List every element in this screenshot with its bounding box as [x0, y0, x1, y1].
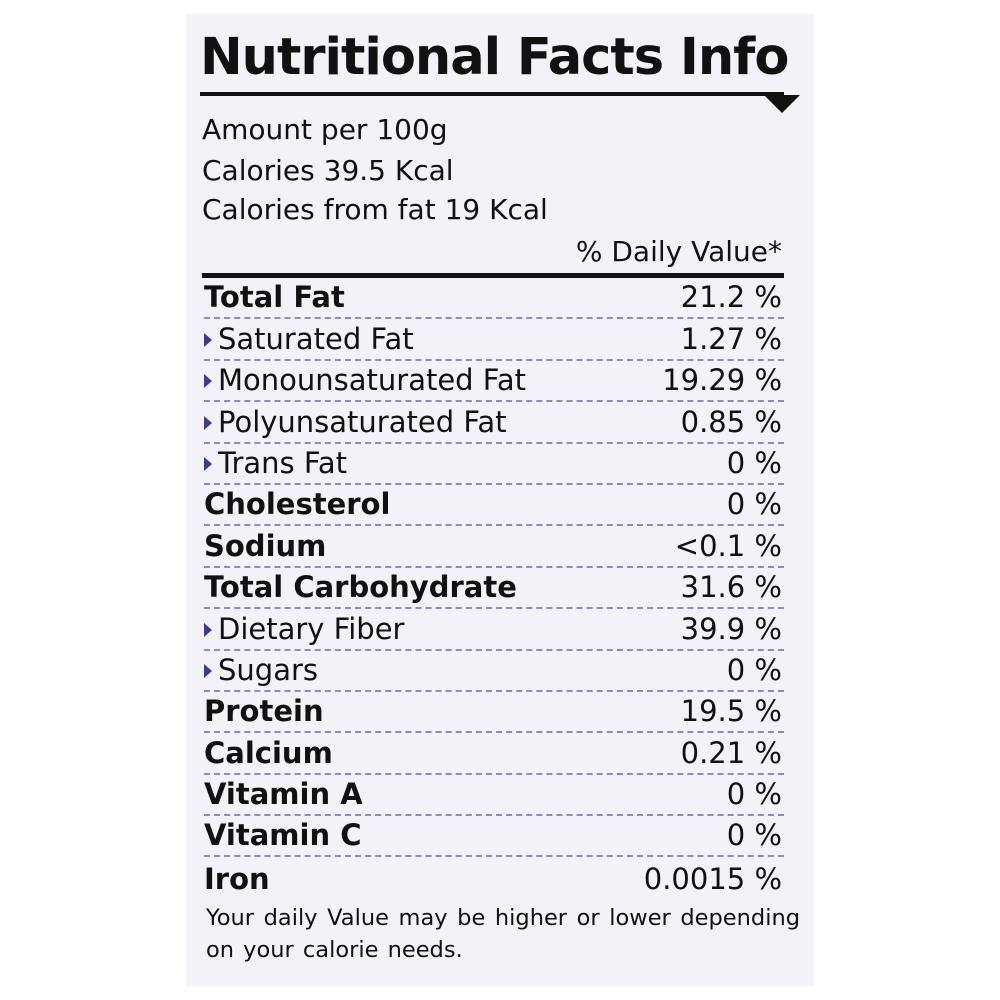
- nutrient-daily-value: 21.2 %: [680, 280, 782, 315]
- nutrient-name: Sugars: [204, 652, 318, 688]
- nutrient-name: Sodium: [204, 528, 326, 564]
- title-rule: [200, 92, 784, 96]
- nutrient-name: Dietary Fiber: [204, 611, 404, 647]
- nutrient-name: Polyunsaturated Fat: [204, 404, 507, 440]
- daily-value-rule: [202, 273, 784, 278]
- nutrient-daily-value: 0 %: [726, 487, 782, 522]
- nutrient-row: Total Fat 21.2 %: [204, 278, 784, 320]
- nutrient-name-text: Dietary Fiber: [218, 611, 405, 646]
- title-triangle-icon: [764, 95, 800, 113]
- nutrient-name-text: Vitamin A: [204, 777, 363, 812]
- nutrient-name-text: Sugars: [218, 652, 318, 687]
- nutrient-row: Vitamin A 0 %: [204, 775, 784, 817]
- bullet-arrow-icon: [204, 663, 212, 678]
- nutrient-row: Monounsaturated Fat 19.29 %: [204, 361, 784, 403]
- nutrient-row: Iron 0.0015 %: [204, 857, 784, 898]
- label-title: Nutritional Facts Info: [200, 28, 789, 87]
- nutrient-daily-value: 0 %: [726, 652, 782, 687]
- nutrient-row: Total Carbohydrate 31.6 %: [204, 568, 784, 610]
- nutrient-row: Vitamin C 0 %: [204, 816, 784, 858]
- nutrient-name-text: Total Fat: [204, 280, 345, 315]
- nutrient-name-text: Protein: [204, 694, 324, 729]
- nutrient-daily-value: 0.85 %: [680, 404, 782, 439]
- nutrient-daily-value: 0 %: [726, 445, 782, 480]
- nutrient-name-text: Polyunsaturated Fat: [218, 404, 507, 439]
- nutrient-name-text: Vitamin C: [204, 818, 362, 853]
- bullet-arrow-icon: [204, 332, 212, 347]
- nutrient-row: Sugars 0 %: [204, 651, 784, 692]
- calories-from-fat-line: Calories from fat 19 Kcal: [202, 193, 548, 226]
- amount-per-serving: Amount per 100g: [202, 113, 448, 146]
- bullet-arrow-icon: [204, 374, 212, 389]
- nutrient-name: Vitamin C: [204, 817, 362, 853]
- nutrient-row: Trans Fat 0 %: [204, 444, 784, 485]
- nutrient-daily-value: 19.29 %: [662, 363, 782, 398]
- bullet-arrow-icon: [204, 456, 212, 471]
- nutrient-name-text: Cholesterol: [204, 487, 391, 522]
- nutrient-daily-value: 0 %: [726, 777, 782, 812]
- nutrient-name: Total Carbohydrate: [204, 569, 517, 605]
- nutrient-row: Calcium 0.21 %: [204, 733, 784, 775]
- nutrient-name: Protein: [204, 693, 324, 729]
- nutrient-name: Trans Fat: [204, 445, 347, 481]
- nutrient-name: Monounsaturated Fat: [204, 362, 526, 398]
- nutrient-name-text: Saturated Fat: [218, 321, 414, 356]
- nutrient-row: Sodium <0.1 %: [204, 526, 784, 568]
- bullet-arrow-icon: [204, 415, 212, 430]
- nutrient-daily-value: 0.21 %: [680, 735, 782, 770]
- nutrient-name-text: Iron: [204, 861, 270, 896]
- nutrient-name-text: Total Carbohydrate: [204, 570, 517, 605]
- nutrient-name: Iron: [204, 861, 270, 897]
- nutrient-row: Saturated Fat 1.27 %: [204, 319, 784, 361]
- nutrient-name-text: Monounsaturated Fat: [218, 363, 526, 398]
- nutrient-row: Protein 19.5 %: [204, 692, 784, 734]
- nutrient-name: Total Fat: [204, 279, 345, 315]
- nutrient-name: Saturated Fat: [204, 321, 414, 357]
- nutrient-daily-value: <0.1 %: [674, 528, 782, 563]
- nutrient-name: Calcium: [204, 735, 333, 771]
- nutrient-name: Cholesterol: [204, 486, 390, 522]
- nutrient-daily-value: 39.9 %: [680, 611, 782, 646]
- calories-line: Calories 39.5 Kcal: [202, 154, 454, 187]
- nutrient-daily-value: 0 %: [726, 818, 782, 853]
- nutrient-name-text: Trans Fat: [218, 445, 348, 480]
- nutrient-daily-value: 31.6 %: [680, 570, 782, 605]
- nutrient-name-text: Calcium: [204, 735, 333, 770]
- footnote: Your daily Value may be higher or lower …: [206, 905, 800, 963]
- daily-value-header: % Daily Value*: [575, 235, 782, 268]
- nutrient-row: Cholesterol 0 %: [204, 485, 784, 527]
- nutrient-name: Vitamin A: [204, 776, 363, 812]
- nutrient-table: Total Fat 21.2 % Saturated Fat 1.27 % Monoun…: [204, 278, 784, 899]
- nutrient-daily-value: 19.5 %: [680, 694, 782, 729]
- nutrient-name-text: Sodium: [204, 528, 327, 563]
- nutrient-row: Dietary Fiber 39.9 %: [204, 609, 784, 651]
- nutrient-daily-value: 1.27 %: [680, 321, 782, 356]
- bullet-arrow-icon: [204, 622, 212, 637]
- nutrient-daily-value: 0.0015 %: [643, 861, 782, 896]
- nutrition-facts-panel: Nutritional Facts Info Amount per 100g C…: [186, 14, 814, 986]
- nutrient-row: Polyunsaturated Fat 0.85 %: [204, 402, 784, 444]
